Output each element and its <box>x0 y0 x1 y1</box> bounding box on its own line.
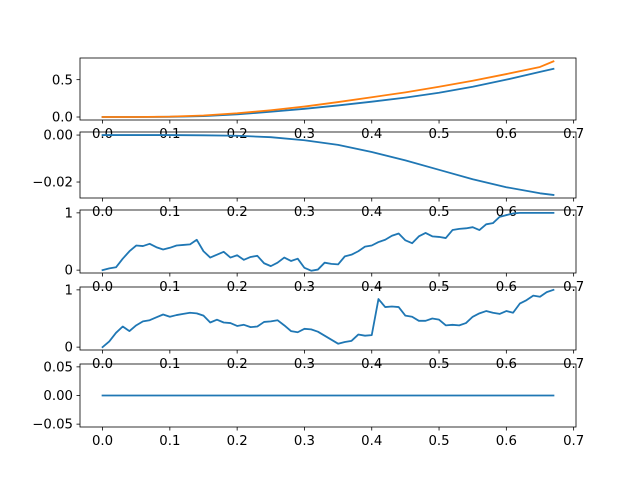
subplot-3-x-tick-label: 0.1 <box>159 280 180 295</box>
subplot-4-x-tick-label: 0.1 <box>159 357 180 372</box>
subplot-4-series <box>101 288 555 349</box>
subplot-1-x-tick-label: 0.3 <box>294 127 315 142</box>
subplot-3-x-ticks: 0.0 0.1 0.2 0.3 0.4 0.5 0.6 0.7 <box>92 273 584 295</box>
subplot-5-y-tick-label: −0.05 <box>32 418 73 433</box>
subplot-5-y-tick-label: 0.05 <box>43 360 73 375</box>
subplot-1-series <box>101 60 555 118</box>
subplot-3-axes-frame <box>79 209 577 274</box>
subplot-4-y-tick-label: 1 <box>65 283 73 298</box>
subplot-4-x-tick-label: 0.2 <box>227 357 248 372</box>
subplot-4-x-tick-label: 0.4 <box>361 357 382 372</box>
subplot-2-y-ticks: 0.00 −0.02 <box>32 129 80 191</box>
subplot-5-x-tick-label: 0.5 <box>428 434 449 449</box>
subplot-5-x-tick-label: 0.2 <box>227 434 248 449</box>
subplot-1-x-tick-label: 0.4 <box>361 127 382 142</box>
subplot-4-x-tick-label: 0.5 <box>428 357 449 372</box>
subplot-3-series-line-1 <box>101 211 555 272</box>
subplot-1-x-tick-label: 0.6 <box>496 127 517 142</box>
subplot-3-x-tick-label: 0.0 <box>92 280 113 295</box>
subplot-1-series-line-2 <box>101 60 555 118</box>
subplot-2-x-tick-label: 0.1 <box>159 205 180 220</box>
subplot-5-y-tick-label: 0.00 <box>43 389 73 404</box>
subplot-2-axes-frame <box>79 131 577 199</box>
subplot-3-y-tick-label: 1 <box>65 206 73 221</box>
subplot-1: 0.0 0.1 0.2 0.3 0.4 0.5 0.6 0.7 0.00.5 <box>52 57 584 142</box>
subplot-2-series <box>101 134 555 196</box>
subplot-3-x-tick-label: 0.6 <box>496 280 517 295</box>
subplot-5-x-tick-label: 0.1 <box>159 434 180 449</box>
subplot-1-y-tick-label: 0.5 <box>52 73 73 88</box>
subplot-4: 0.0 0.1 0.2 0.3 0.4 0.5 0.6 0.7 01 <box>65 283 585 372</box>
subplot-3: 0.0 0.1 0.2 0.3 0.4 0.5 0.6 0.7 01 <box>65 206 585 295</box>
subplot-3-y-ticks: 01 <box>65 206 80 279</box>
subplot-3-series <box>101 211 555 272</box>
subplot-5-x-tick-label: 0.7 <box>563 434 584 449</box>
subplot-4-x-tick-label: 0.0 <box>92 357 113 372</box>
subplot-4-x-tick-label: 0.6 <box>496 357 517 372</box>
subplot-1-axes-frame <box>79 57 577 121</box>
subplot-1-y-ticks: 0.0 0.5 <box>52 73 80 126</box>
subplot-5: 0.0 0.1 0.2 0.3 0.4 0.5 0.6 0.7 −0.05 0.00 0.05 <box>32 360 584 449</box>
subplot-2-series-line-1 <box>101 134 555 196</box>
subplot-4-axes-frame <box>79 286 577 351</box>
subplot-4-series-line-1 <box>101 288 555 349</box>
subplot-1-x-ticks: 0.0 0.1 0.2 0.3 0.4 0.5 0.6 0.7 <box>92 120 584 142</box>
subplot-4-y-tick-label: 0 <box>65 341 73 356</box>
subplot-1-x-tick-label: 0.2 <box>227 127 248 142</box>
subplot-3-x-tick-label: 0.4 <box>361 280 382 295</box>
subplot-3-y-tick-label: 0 <box>65 264 73 279</box>
subplot-1-x-tick-label: 0.5 <box>428 127 449 142</box>
subplot-3-x-tick-label: 0.7 <box>563 280 584 295</box>
subplot-2-x-tick-label: 0.7 <box>563 205 584 220</box>
subplot-5-x-tick-label: 0.0 <box>92 434 113 449</box>
subplot-4-y-ticks: 01 <box>65 283 80 356</box>
subplot-5-x-ticks: 0.0 0.1 0.2 0.3 0.4 0.5 0.6 0.7 <box>92 427 584 449</box>
subplot-5-x-tick-label: 0.4 <box>361 434 382 449</box>
subplot-3-x-tick-label: 0.3 <box>294 280 315 295</box>
subplot-2-x-tick-label: 0.4 <box>361 205 382 220</box>
subplot-5-x-tick-label: 0.6 <box>496 434 517 449</box>
subplot-2-x-tick-label: 0.0 <box>92 205 113 220</box>
subplot-1-x-tick-label: 0.7 <box>563 127 584 142</box>
subplot-2-x-tick-label: 0.3 <box>294 205 315 220</box>
subplot-2-y-tick-label: 0.00 <box>43 129 73 144</box>
subplot-2-y-tick-label: −0.02 <box>32 176 73 191</box>
subplot-4-x-ticks: 0.0 0.1 0.2 0.3 0.4 0.5 0.6 0.7 <box>92 350 584 372</box>
subplot-1-y-tick-label: 0.0 <box>52 111 73 126</box>
subplot-3-x-tick-label: 0.2 <box>227 280 248 295</box>
subplot-3-x-tick-label: 0.5 <box>428 280 449 295</box>
subplot-5-y-ticks: −0.05 0.00 0.05 <box>32 360 80 433</box>
subplot-2-x-tick-label: 0.2 <box>227 205 248 220</box>
subplot-2-x-tick-label: 0.5 <box>428 205 449 220</box>
subplot-5-x-tick-label: 0.3 <box>294 434 315 449</box>
subplot-4-x-tick-label: 0.3 <box>294 357 315 372</box>
subplot-4-x-tick-label: 0.7 <box>563 357 584 372</box>
